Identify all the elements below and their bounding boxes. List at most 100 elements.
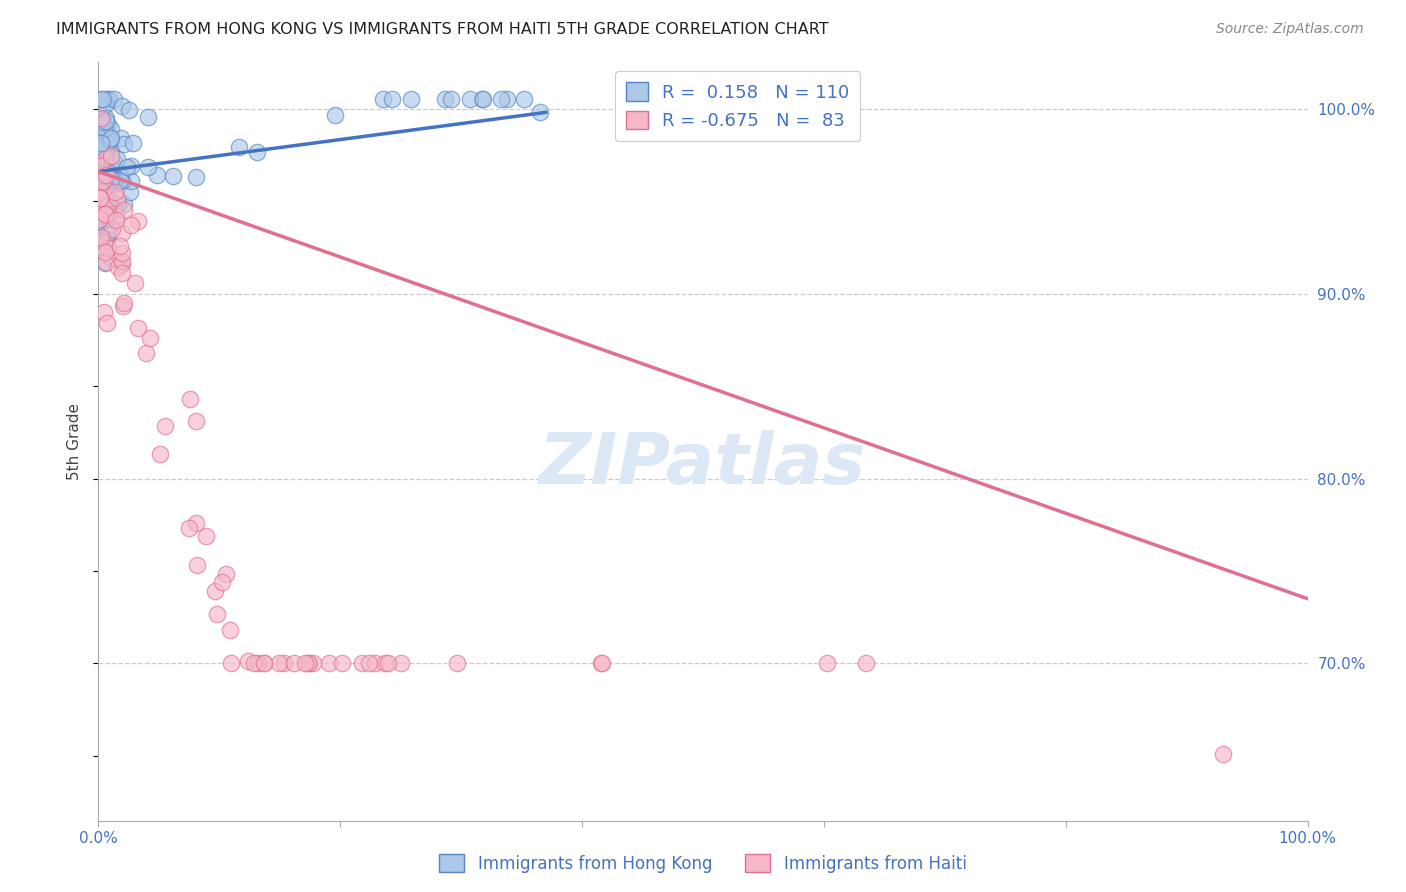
Point: [350, 657, 373, 671]
Point: [136, 110, 159, 124]
Point: [589, 657, 612, 671]
Point: [100, 172, 122, 186]
Point: [120, 219, 142, 233]
Point: [97, 118, 120, 132]
Point: [446, 657, 468, 671]
Point: [529, 105, 551, 120]
Point: [100, 122, 122, 136]
Point: [96, 155, 118, 169]
Point: [93, 201, 115, 215]
Point: [90, 136, 112, 150]
Point: [91, 130, 114, 145]
Point: [90, 92, 112, 106]
Point: [100, 149, 122, 163]
Point: [93, 235, 115, 249]
Point: [93, 188, 115, 202]
Point: [98, 226, 121, 240]
Point: [91, 200, 114, 214]
Point: [105, 152, 128, 166]
Point: [105, 212, 128, 227]
Point: [90, 240, 112, 254]
Point: [112, 197, 135, 211]
Point: [90, 228, 112, 243]
Point: [103, 178, 125, 192]
Point: [186, 558, 208, 573]
Point: [96, 196, 118, 211]
Point: [100, 167, 122, 181]
Point: [179, 392, 201, 407]
Point: [112, 136, 135, 151]
Point: [97, 186, 120, 200]
Point: [93, 97, 115, 112]
Point: [94, 181, 117, 195]
Point: [89, 184, 111, 198]
Point: [96, 149, 118, 163]
Point: [373, 92, 395, 106]
Point: [93, 305, 115, 319]
Point: [110, 266, 132, 280]
Point: [120, 174, 142, 188]
Point: [139, 331, 162, 345]
Point: [91, 92, 114, 106]
Point: [1212, 747, 1234, 761]
Point: [89, 190, 111, 204]
Point: [100, 144, 122, 158]
Y-axis label: 5th Grade: 5th Grade: [67, 403, 83, 480]
Point: [177, 521, 200, 535]
Point: [97, 241, 120, 255]
Point: [94, 211, 117, 226]
Point: [91, 174, 114, 188]
Point: [377, 657, 399, 671]
Point: [93, 186, 115, 200]
Point: [458, 92, 481, 106]
Point: [89, 157, 111, 171]
Point: [96, 168, 118, 182]
Point: [118, 103, 141, 118]
Point: [301, 657, 323, 671]
Point: [94, 255, 117, 269]
Point: [89, 182, 111, 196]
Point: [127, 320, 149, 334]
Point: [107, 196, 129, 211]
Point: [89, 160, 111, 174]
Point: [96, 317, 118, 331]
Point: [273, 657, 295, 671]
Point: [91, 101, 114, 115]
Point: [357, 657, 380, 671]
Point: [214, 567, 236, 582]
Point: [105, 210, 128, 224]
Point: [111, 257, 134, 271]
Point: [120, 159, 142, 173]
Point: [297, 657, 319, 671]
Point: [101, 160, 124, 174]
Point: [89, 143, 111, 157]
Point: [186, 414, 208, 428]
Point: [146, 168, 169, 182]
Point: [94, 144, 117, 158]
Point: [381, 92, 404, 106]
Point: [111, 173, 134, 187]
Point: [205, 607, 228, 621]
Point: [89, 171, 111, 186]
Point: [184, 169, 207, 184]
Point: [100, 156, 122, 170]
Point: [89, 112, 111, 127]
Point: [374, 657, 396, 671]
Point: [98, 133, 121, 147]
Point: [89, 196, 111, 211]
Point: [94, 113, 117, 128]
Point: [103, 161, 125, 176]
Point: [211, 575, 233, 590]
Point: [162, 169, 184, 183]
Point: [91, 191, 114, 205]
Point: [246, 657, 269, 671]
Point: [91, 184, 114, 198]
Point: [184, 516, 207, 531]
Point: [269, 657, 291, 671]
Point: [496, 92, 519, 106]
Point: [94, 188, 117, 202]
Point: [94, 207, 117, 221]
Point: [135, 345, 157, 359]
Point: [238, 654, 260, 668]
Point: [90, 170, 112, 185]
